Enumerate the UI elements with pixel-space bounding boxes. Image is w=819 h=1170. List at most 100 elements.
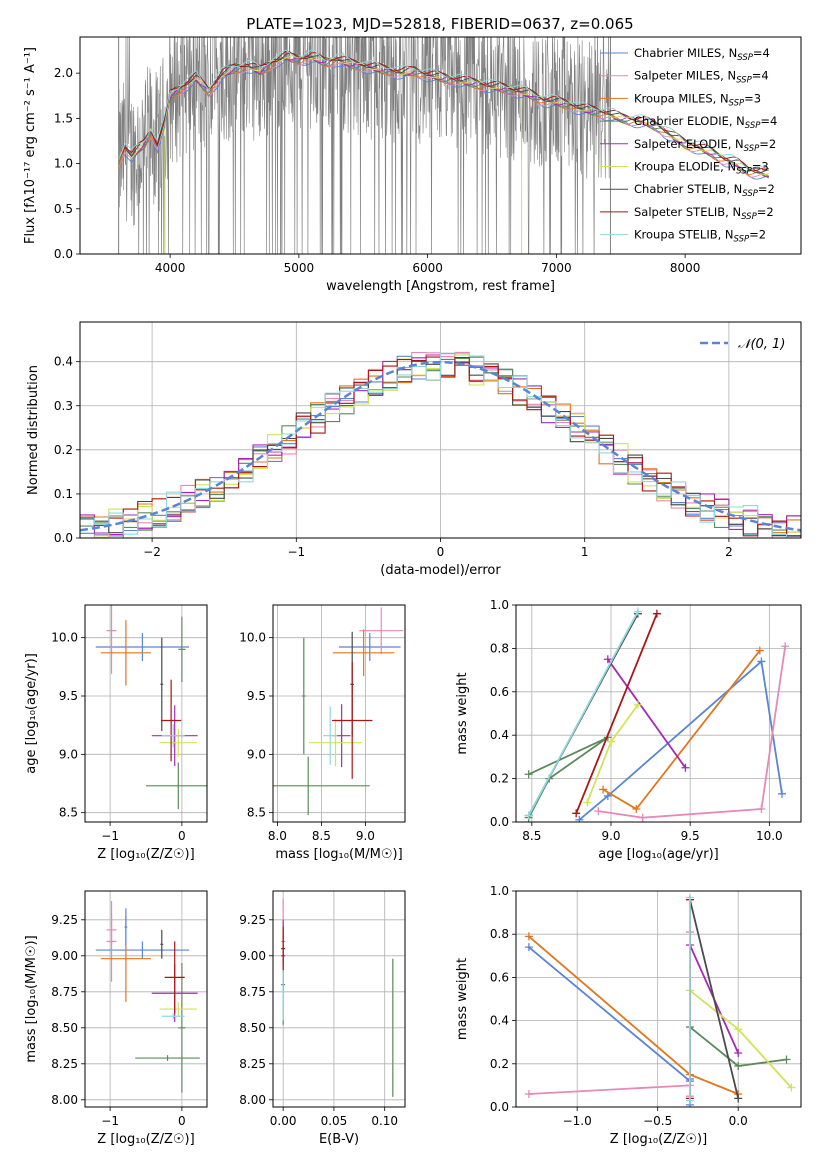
panel-age_vs_Z: −1 0 8.5 9.0 9.5 10.0 Z [log₁₀(Z/Z☉)] age [log₁…	[24, 604, 208, 862]
legend-label: Chabrier MILES, NSSP=4	[634, 46, 770, 63]
weight-marker	[757, 804, 766, 813]
x-tick-label: 8.5	[312, 829, 331, 843]
x-tick-label: 1	[581, 545, 589, 559]
y-tick-label: 8.5	[247, 806, 266, 820]
weight-marker	[734, 1049, 743, 1057]
normal-curve	[80, 360, 801, 532]
axes-frame	[84, 890, 208, 1108]
y-tick-label: 9.0	[59, 747, 78, 761]
x-tick-label: 6000	[412, 261, 443, 275]
x-tick-label: 9.0	[356, 829, 375, 843]
y-tick-label: 0.4	[54, 355, 73, 369]
axes-frame	[272, 604, 406, 823]
weight-marker	[781, 642, 790, 651]
weight-marker	[607, 737, 615, 746]
y-tick-label: 0.6	[490, 970, 509, 984]
plot-area-residuals	[80, 351, 801, 538]
y-tick-label: 8.00	[51, 1093, 78, 1107]
weight-marker	[652, 609, 661, 618]
y-tick-label: 8.50	[239, 1021, 266, 1035]
y-tick-label: 0.5	[54, 202, 73, 216]
y-tick-label: 0.2	[54, 443, 73, 457]
x-tick-label: 8.0	[268, 829, 287, 843]
histogram-8	[80, 352, 801, 538]
x-tick-label: −0.5	[643, 1114, 672, 1128]
x-axis-label: (data-model)/error	[380, 563, 501, 578]
x-axis-label: mass [log₁₀(M/M☉)]	[275, 847, 402, 862]
figure-title: PLATE=1023, MJD=52818, FIBERID=0637, z=0…	[246, 15, 633, 33]
x-axis-label: age [log₁₀(age/yr)]	[598, 847, 719, 862]
x-tick-label: 5000	[284, 261, 315, 275]
y-tick-label: 0.0	[490, 815, 509, 829]
plot-area-weight_vs_age	[524, 607, 790, 822]
y-tick-label: 8.25	[239, 1057, 266, 1071]
model-line-8	[118, 49, 770, 171]
plot-area-spectrum	[118, 37, 770, 254]
weight-marker	[594, 807, 603, 816]
panel-weight_vs_Z: −1.0 −0.5 0.0 0.0 0.2 0.4 0.6 0.8 1.0 Z [log₁₀(Z/…	[455, 884, 802, 1147]
legend-label: Salpeter STELIB, NSSP=2	[634, 205, 774, 222]
weight-marker	[638, 813, 647, 822]
weight-line-1	[598, 646, 787, 819]
x-tick-label: −1	[287, 545, 305, 559]
weight-marker	[734, 1025, 743, 1034]
y-tick-label: 0.0	[490, 1100, 509, 1114]
y-tick-label: 9.25	[51, 913, 78, 927]
y-axis-label: Normed distribution	[26, 365, 41, 495]
x-tick-label: 9.5	[681, 829, 700, 843]
legend: Chabrier MILES, NSSP=4 Salpeter MILES, NS…	[600, 46, 777, 245]
weight-marker	[778, 789, 786, 798]
legend-label: Chabrier ELODIE, NSSP=4	[634, 114, 777, 131]
weight-marker	[633, 700, 642, 709]
x-tick-label: 0	[437, 545, 445, 559]
legend-label: Kroupa MILES, NSSP=3	[634, 91, 761, 108]
y-tick-label: 0.0	[54, 531, 73, 545]
weight-marker	[685, 1096, 694, 1105]
legend-label: Kroupa STELIB, NSSP=2	[634, 228, 766, 245]
y-axis-label: age [log₁₀(age/yr)]	[24, 653, 39, 774]
y-tick-label: 1.0	[54, 157, 73, 171]
plot-area-weight_vs_Z	[524, 893, 796, 1107]
weight-marker	[524, 811, 533, 820]
x-tick-label: 0.10	[371, 1114, 398, 1128]
x-tick-label: −1.0	[563, 1114, 592, 1128]
weight-marker	[599, 785, 608, 794]
y-tick-label: 1.0	[490, 884, 509, 898]
weight-line-7	[575, 613, 658, 814]
y-tick-label: 9.25	[239, 913, 266, 927]
axes-frame	[272, 890, 406, 1108]
y-tick-label: 8.75	[51, 985, 78, 999]
weight-marker	[681, 763, 690, 772]
weight-marker	[572, 809, 581, 818]
y-tick-label: 9.00	[51, 949, 78, 963]
x-tick-label: 9.0	[601, 829, 620, 843]
y-tick-label: 9.5	[247, 689, 266, 703]
y-tick-label: 0.4	[490, 728, 509, 742]
weight-marker	[782, 1055, 791, 1064]
panel-residuals: −2 −1 0 1 2 0.0 0.1 0.2 0.3 0.4 (data-model)/error…	[26, 321, 802, 578]
y-tick-label: 10.0	[239, 631, 266, 645]
x-axis-label: Z [log₁₀(Z/Z☉)]	[610, 1132, 707, 1147]
plot-area-age_vs_mass	[273, 607, 404, 815]
plot-area-mass_vs_Z	[95, 901, 200, 1093]
x-axis-label: Z [log₁₀(Z/Z☉)]	[97, 847, 194, 862]
y-axis-label: mass weight	[455, 958, 470, 1040]
x-tick-label: 10.0	[756, 829, 783, 843]
y-tick-label: 8.5	[59, 806, 78, 820]
legend-label: Salpeter ELODIE, NSSP=2	[634, 137, 776, 154]
y-tick-label: 9.5	[59, 689, 78, 703]
x-tick-label: 0	[178, 1114, 186, 1128]
weight-marker	[734, 1094, 743, 1103]
weight-marker	[603, 655, 612, 664]
weight-line-4	[607, 658, 687, 769]
y-tick-label: 9.0	[247, 747, 266, 761]
plot-area-age_vs_Z	[95, 605, 207, 810]
x-tick-label: −1	[101, 829, 119, 843]
axes-frame	[79, 36, 802, 255]
weight-marker	[787, 1083, 796, 1092]
x-axis-label: Z [log₁₀(Z/Z☉)]	[97, 1132, 194, 1147]
x-tick-label: 7000	[541, 261, 572, 275]
x-tick-label: 8000	[670, 261, 701, 275]
